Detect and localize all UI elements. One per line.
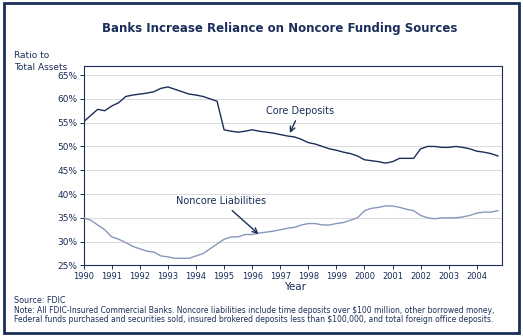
Text: Core Deposits: Core Deposits — [266, 106, 334, 132]
Text: Note: All FDIC-Insured Commercial Banks. Noncore liabilities include time deposi: Note: All FDIC-Insured Commercial Banks.… — [14, 306, 494, 315]
Text: Year: Year — [285, 282, 306, 292]
Text: Banks Increase Reliance on Noncore Funding Sources: Banks Increase Reliance on Noncore Fundi… — [102, 22, 458, 35]
Text: Ratio to: Ratio to — [14, 51, 49, 60]
Text: Source: FDIC: Source: FDIC — [14, 296, 65, 305]
Text: Noncore Liabilities: Noncore Liabilities — [176, 196, 267, 233]
Text: Total Assets: Total Assets — [14, 63, 67, 72]
Text: Federal funds purchased and securities sold, insured brokered deposits less than: Federal funds purchased and securities s… — [14, 315, 494, 324]
